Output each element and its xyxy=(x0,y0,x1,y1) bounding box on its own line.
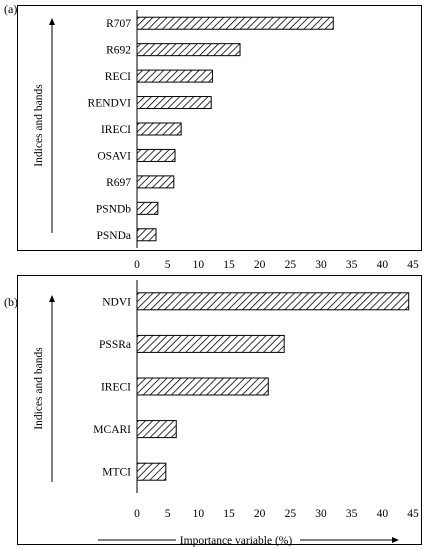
x-tick-label-b-45: 45 xyxy=(407,508,419,520)
x-axis-label: Importance variable (%) xyxy=(180,535,293,547)
category-label-a-R707: R707 xyxy=(106,18,131,30)
panel-b-frame xyxy=(17,275,422,545)
x-tick-label-a-25: 25 xyxy=(285,259,297,271)
y-axis-label-a: Indices and bands xyxy=(33,84,45,167)
category-label-b-MCARI: MCARI xyxy=(93,424,131,436)
x-tick-label-b-40: 40 xyxy=(377,508,389,520)
x-tick-label-a-20: 20 xyxy=(254,259,266,271)
x-tick-label-b-0: 0 xyxy=(134,508,140,520)
panel-b-label: (b) xyxy=(4,295,18,309)
bar-a-OSAVI xyxy=(136,148,176,162)
bar-a-R697 xyxy=(136,175,175,189)
category-label-a-PSNDa: PSNDa xyxy=(96,230,131,242)
category-label-a-R692: R692 xyxy=(106,45,131,57)
x-tick-label-a-15: 15 xyxy=(223,259,235,271)
category-label-b-MTCI: MTCI xyxy=(102,467,131,479)
bar-a-R707 xyxy=(136,16,334,30)
x-tick-label-b-5: 5 xyxy=(165,508,171,520)
bar-b-PSSRa xyxy=(136,334,285,353)
category-label-a-OSAVI: OSAVI xyxy=(97,150,131,162)
category-label-a-RECI: RECI xyxy=(105,71,131,83)
category-label-a-IRECI: IRECI xyxy=(101,124,131,136)
bar-b-MTCI xyxy=(136,462,167,481)
x-tick-label-a-10: 10 xyxy=(193,259,205,271)
panel-a-label: (a) xyxy=(4,2,18,16)
category-label-b-NDVI: NDVI xyxy=(102,296,131,308)
bar-a-PSNDa xyxy=(136,228,157,242)
x-tick-label-a-5: 5 xyxy=(165,259,171,271)
x-tick-label-b-15: 15 xyxy=(223,508,235,520)
x-axis-arrowhead xyxy=(392,537,399,543)
bar-b-MCARI xyxy=(136,420,177,439)
category-label-b-IRECI: IRECI xyxy=(101,382,131,394)
category-label-a-R697: R697 xyxy=(106,177,131,189)
x-tick-label-b-10: 10 xyxy=(193,508,205,520)
x-tick-label-b-20: 20 xyxy=(254,508,266,520)
x-tick-label-a-45: 45 xyxy=(407,259,419,271)
category-label-a-PSNDb: PSNDb xyxy=(96,203,131,215)
panel-a-frame xyxy=(17,5,422,251)
bar-a-RENDVI xyxy=(136,96,212,110)
y-axis-arrowhead-b xyxy=(49,295,55,302)
bar-b-IRECI xyxy=(136,377,269,396)
x-tick-label-b-35: 35 xyxy=(346,508,358,520)
category-label-a-RENDVI: RENDVI xyxy=(88,98,132,110)
bar-a-IRECI xyxy=(136,122,182,136)
y-axis-arrowhead-a xyxy=(49,18,55,25)
bar-b-NDVI xyxy=(136,292,410,311)
x-tick-label-a-30: 30 xyxy=(315,259,327,271)
x-tick-label-b-25: 25 xyxy=(285,508,297,520)
category-label-b-PSSRa: PSSRa xyxy=(99,339,131,351)
y-axis-label-b: Indices and bands xyxy=(33,347,45,430)
bar-a-R692 xyxy=(136,43,241,57)
x-tick-label-b-30: 30 xyxy=(315,508,327,520)
bar-a-RECI xyxy=(136,69,213,83)
x-tick-label-a-35: 35 xyxy=(346,259,358,271)
x-tick-label-a-0: 0 xyxy=(134,259,140,271)
bar-a-PSNDb xyxy=(136,201,159,215)
x-tick-label-a-40: 40 xyxy=(377,259,389,271)
